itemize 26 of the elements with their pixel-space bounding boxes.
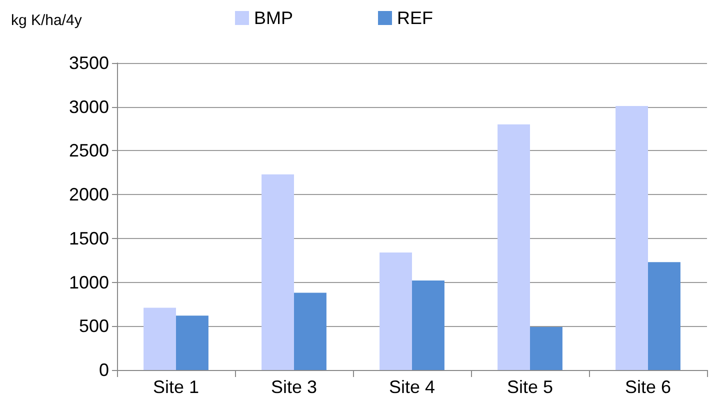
y-tick-label: 3500 bbox=[68, 53, 109, 73]
y-tick-label: 3000 bbox=[68, 96, 109, 117]
y-axis-title: kg K/ha/4y bbox=[11, 12, 82, 29]
bar bbox=[616, 106, 648, 370]
legend-label: REF bbox=[397, 8, 434, 28]
bar bbox=[530, 327, 562, 370]
bar bbox=[294, 292, 326, 370]
bar bbox=[498, 124, 530, 370]
legend-label: BMP bbox=[254, 8, 294, 28]
bar bbox=[380, 252, 412, 370]
y-tick-label: 1000 bbox=[68, 272, 109, 292]
bar bbox=[412, 280, 444, 370]
bar bbox=[648, 262, 680, 370]
x-tick-label: Site 5 bbox=[506, 377, 554, 397]
x-tick-label: Site 6 bbox=[624, 377, 672, 397]
y-tick-label: 2000 bbox=[68, 184, 109, 205]
bar bbox=[176, 316, 208, 370]
x-tick-label: Site 4 bbox=[388, 377, 436, 397]
y-tick-label: 500 bbox=[78, 316, 109, 336]
x-tick-label: Site 3 bbox=[270, 377, 318, 397]
y-tick-label: 0 bbox=[98, 360, 109, 380]
x-tick-label: Site 1 bbox=[152, 377, 200, 397]
bar bbox=[144, 308, 176, 370]
y-tick-label: 2500 bbox=[68, 140, 109, 161]
y-tick-label: 1500 bbox=[68, 228, 109, 248]
bar bbox=[262, 174, 294, 370]
